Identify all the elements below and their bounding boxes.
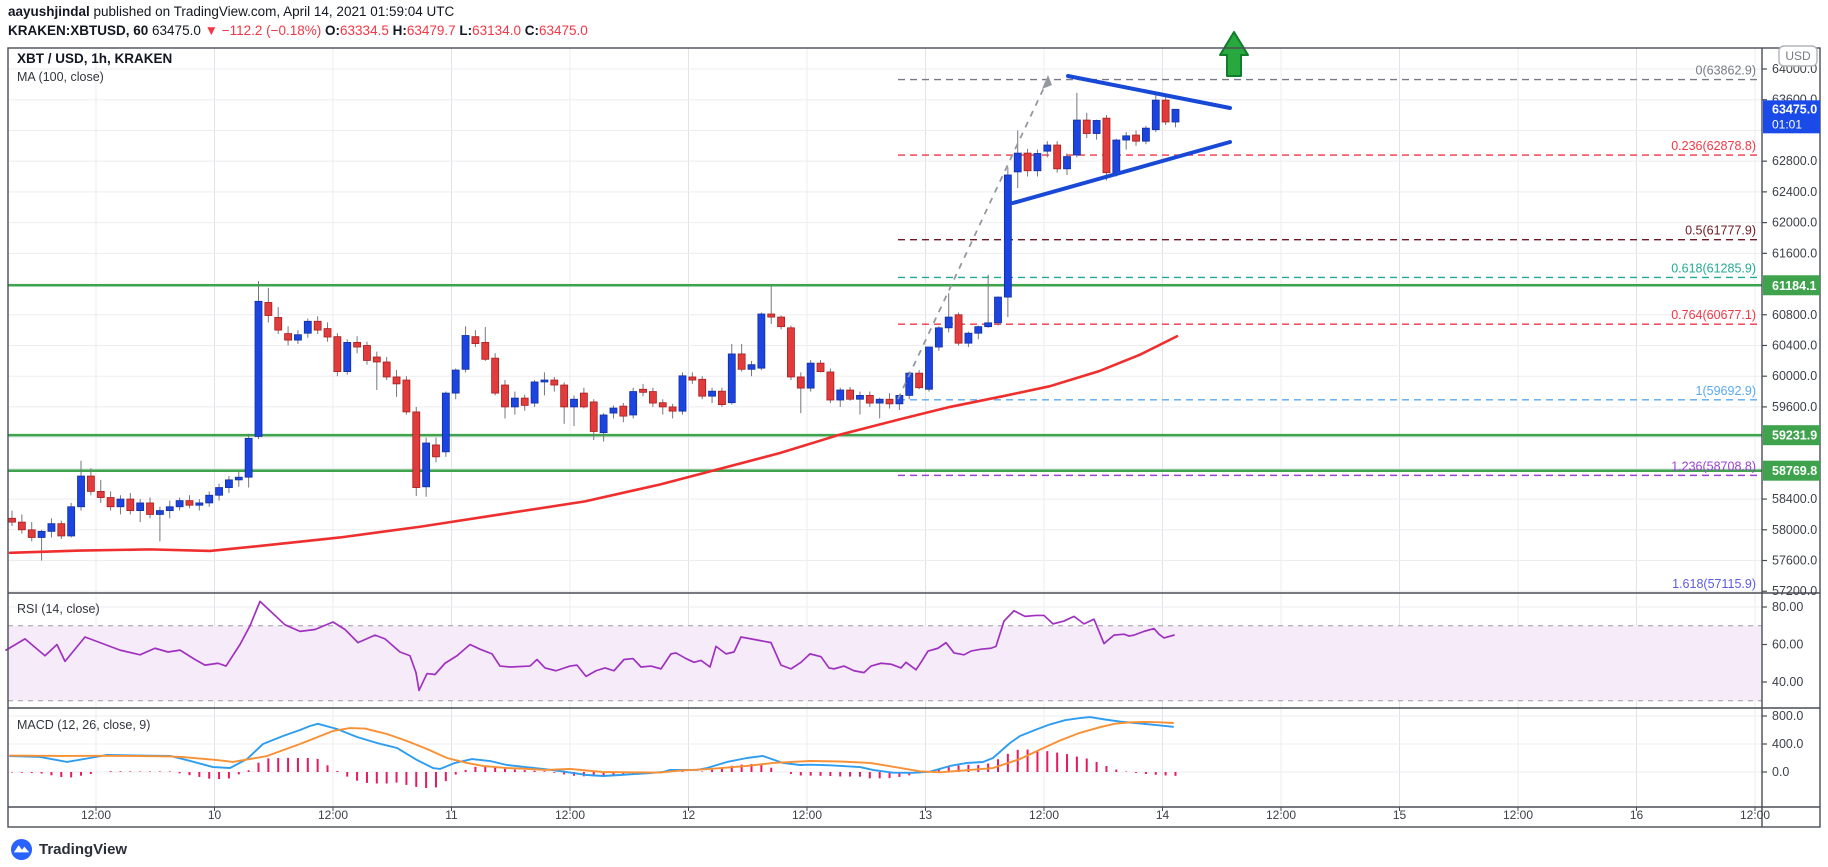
svg-text:61184.1: 61184.1 — [1772, 279, 1817, 293]
fib-level-label: 0.618(61285.9) — [1671, 261, 1756, 275]
svg-text:62800.0: 62800.0 — [1772, 154, 1817, 168]
price-level-badge: 58769.8 — [1763, 460, 1820, 481]
symbol-title: XBT / USD, 1h, KRAKEN — [17, 51, 172, 66]
time-axis-label: 12 — [682, 808, 696, 822]
fib-level-label: 0(63862.9) — [1696, 64, 1756, 78]
pane-borders — [7, 47, 1821, 828]
macd-pane[interactable] — [9, 716, 1177, 788]
header-segment: 63475.0 — [538, 23, 588, 38]
fib-level-label: 1.236(58708.8) — [1671, 459, 1756, 473]
fib-level-label: 0.236(62878.8) — [1671, 139, 1756, 153]
time-axis-label: 12:00 — [792, 808, 822, 822]
svg-text:USD: USD — [1785, 49, 1811, 63]
header-segment: 63479.7 — [406, 23, 460, 38]
pennant-trendline — [1011, 140, 1232, 205]
tradingview-wordmark: TradingView — [39, 841, 128, 858]
rsi-pane[interactable] — [5, 600, 1762, 702]
macd-signal-line — [9, 721, 1174, 774]
svg-text:60800.0: 60800.0 — [1772, 308, 1817, 322]
header-segment: O: — [325, 23, 341, 38]
svg-text:62400.0: 62400.0 — [1772, 185, 1817, 199]
svg-text:60000.0: 60000.0 — [1772, 369, 1817, 383]
svg-text:57600.0: 57600.0 — [1772, 554, 1817, 568]
currency-chip[interactable]: USD — [1778, 45, 1818, 67]
price-level-badge: 61184.1 — [1763, 275, 1820, 296]
ma-legend: MA (100, close) — [17, 70, 104, 84]
svg-text:80.00: 80.00 — [1772, 600, 1803, 614]
fib-level-label: 1.618(57115.9) — [1672, 577, 1756, 591]
fib-level-label: 0.5(61777.9) — [1685, 224, 1756, 238]
header-segment: KRAKEN:XBTUSD, 60 — [8, 23, 149, 38]
svg-text:58400.0: 58400.0 — [1772, 492, 1817, 506]
time-axis-label: 12:00 — [1503, 808, 1533, 822]
tradingview-watermark[interactable]: TradingView — [10, 838, 127, 861]
svg-text:59231.9: 59231.9 — [1772, 429, 1817, 443]
time-axis[interactable]: 12:00 10 12:00 11 12:00 12 12:00 13 12:00 14 12:00… — [81, 807, 1770, 822]
time-axis-label: 10 — [208, 808, 222, 822]
price-axis[interactable]: 64000.063600.062800.062400.062000.061600… — [1762, 45, 1820, 779]
time-axis-label: 12:00 — [1029, 808, 1059, 822]
symbol-ohlc-line: KRAKEN:XBTUSD, 60 63475.0 ▼ −112.2 (−0.1… — [8, 21, 588, 40]
header-segment: C: — [524, 23, 539, 38]
green-up-arrow — [1219, 31, 1249, 77]
svg-text:62000.0: 62000.0 — [1772, 216, 1817, 230]
svg-text:800.0: 800.0 — [1772, 709, 1803, 723]
header-segment: published on TradingView.com, April 14, … — [89, 4, 455, 19]
header-segment: 63134.0 — [472, 23, 525, 38]
header-segment: 63334.5 — [340, 23, 393, 38]
levels-layer: 0(63862.9) 0.236(62878.8) 0.5(61777.9) 0.61… — [8, 64, 1762, 591]
time-axis-label: 12:00 — [555, 808, 585, 822]
publish-info-line: aayushjindal published on TradingView.co… — [8, 2, 588, 21]
header-segment: L: — [459, 23, 473, 38]
fib-level-label: 0.764(60677.1) — [1671, 308, 1756, 322]
time-axis-label: 15 — [1393, 808, 1407, 822]
time-axis-label: 12:00 — [81, 808, 111, 822]
time-axis-label: 12:00 — [1266, 808, 1296, 822]
time-axis-label: 13 — [919, 808, 933, 822]
svg-text:60.00: 60.00 — [1772, 638, 1803, 652]
time-axis-label: 16 — [1630, 808, 1644, 822]
svg-text:59600.0: 59600.0 — [1772, 400, 1817, 414]
header-segment: ▼ −112.2 (−0.18%) — [204, 23, 326, 38]
svg-text:400.0: 400.0 — [1772, 737, 1803, 751]
header-segment: H: — [392, 23, 407, 38]
chart-header: aayushjindal published on TradingView.co… — [8, 2, 588, 40]
time-axis-label: 14 — [1156, 808, 1170, 822]
last-price-badge: 63475.001:01 — [1763, 100, 1820, 134]
price-level-badge: 59231.9 — [1763, 425, 1820, 446]
svg-text:0.0: 0.0 — [1772, 765, 1789, 779]
tradingview-logo-icon — [10, 838, 33, 861]
svg-text:61600.0: 61600.0 — [1772, 246, 1817, 260]
rsi-line — [5, 600, 1175, 692]
svg-text:58769.8: 58769.8 — [1772, 464, 1817, 478]
svg-text:60400.0: 60400.0 — [1772, 338, 1817, 352]
svg-text:40.00: 40.00 — [1772, 675, 1803, 689]
time-axis-label: 12:00 — [1740, 808, 1770, 822]
header-segment: aayushjindal — [8, 4, 90, 19]
svg-text:58000.0: 58000.0 — [1772, 523, 1817, 537]
svg-text:01:01: 01:01 — [1772, 117, 1802, 131]
macd-legend: MACD (12, 26, close, 9) — [17, 718, 150, 732]
svg-text:57200.0: 57200.0 — [1772, 584, 1817, 598]
header-segment: 63475.0 — [148, 23, 205, 38]
svg-text:63475.0: 63475.0 — [1772, 102, 1817, 116]
candles-layer[interactable] — [8, 92, 1180, 561]
rsi-legend: RSI (14, close) — [17, 602, 100, 616]
pennant-trendline — [1066, 74, 1232, 110]
annotations-layer[interactable] — [897, 31, 1249, 400]
ma100-line — [8, 334, 1179, 555]
fib-level-label: 1(59692.9) — [1696, 384, 1756, 398]
pane-legends: XBT / USD, 1h, KRAKEN MA (100, close) RSI … — [17, 51, 172, 732]
time-axis-label: 12:00 — [318, 808, 348, 822]
time-axis-label: 11 — [445, 808, 458, 822]
